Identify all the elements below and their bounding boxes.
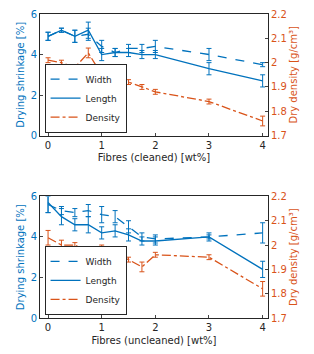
svg-text:4: 4	[259, 322, 265, 333]
svg-text:2.2: 2.2	[271, 9, 287, 20]
svg-text:1.8: 1.8	[271, 106, 287, 117]
svg-text:2.2: 2.2	[271, 191, 287, 202]
svg-text:2: 2	[271, 57, 277, 68]
svg-text:Fibres (uncleaned) [wt%]: Fibres (uncleaned) [wt%]	[91, 335, 216, 346]
svg-text:2: 2	[31, 272, 37, 283]
svg-text:0: 0	[31, 130, 37, 141]
svg-text:Length: Length	[86, 276, 117, 286]
svg-text:2: 2	[152, 322, 158, 333]
svg-text:1.9: 1.9	[271, 264, 287, 275]
svg-text:4: 4	[31, 49, 37, 60]
svg-text:2: 2	[31, 90, 37, 101]
svg-text:3: 3	[206, 322, 212, 333]
svg-text:4: 4	[259, 140, 265, 151]
svg-text:3: 3	[206, 140, 212, 151]
svg-text:1: 1	[99, 140, 105, 151]
svg-text:Drying shrinkage [%]: Drying shrinkage [%]	[15, 22, 26, 128]
svg-text:Width: Width	[86, 75, 112, 85]
svg-text:Width: Width	[86, 257, 112, 267]
svg-text:1.7: 1.7	[271, 313, 287, 324]
svg-text:2: 2	[271, 240, 277, 251]
svg-text:1.8: 1.8	[271, 288, 287, 299]
svg-text:Drying shrinkage [%]: Drying shrinkage [%]	[15, 204, 26, 310]
svg-text:2.1: 2.1	[271, 33, 287, 44]
svg-text:1: 1	[99, 322, 105, 333]
svg-text:1.7: 1.7	[271, 130, 287, 141]
svg-text:4: 4	[31, 231, 37, 242]
svg-text:Density: Density	[86, 295, 121, 305]
svg-text:0: 0	[45, 140, 51, 151]
svg-text:6: 6	[31, 191, 37, 202]
svg-text:2.1: 2.1	[271, 215, 287, 226]
svg-text:6: 6	[31, 9, 37, 20]
svg-text:1.9: 1.9	[271, 81, 287, 92]
svg-text:2: 2	[152, 140, 158, 151]
svg-text:Dry density [g/cm³]: Dry density [g/cm³]	[288, 208, 299, 306]
svg-text:Length: Length	[86, 94, 117, 104]
svg-text:0: 0	[31, 313, 37, 324]
svg-text:Density: Density	[86, 113, 121, 123]
svg-text:0: 0	[45, 322, 51, 333]
svg-text:Dry density [g/cm³]: Dry density [g/cm³]	[288, 26, 299, 124]
svg-text:Fibres (cleaned) [wt%]: Fibres (cleaned) [wt%]	[98, 152, 210, 163]
